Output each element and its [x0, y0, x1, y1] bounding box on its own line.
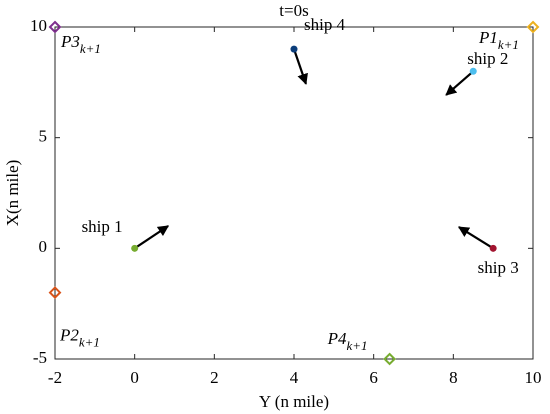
ship-label: ship 3 [478, 258, 519, 277]
heading-arrow [457, 226, 494, 250]
target-subscript: k+1 [346, 338, 367, 353]
x-axis-label: Y (n mile) [259, 392, 329, 411]
target-subscript: k+1 [79, 335, 100, 350]
y-axis-label: X(n mile) [3, 160, 22, 227]
x-tick-label: 0 [130, 368, 139, 387]
ship-label: ship 1 [82, 217, 123, 236]
target-name: P1 [478, 28, 498, 47]
x-tick-label: 10 [525, 368, 542, 387]
y-tick-label: 0 [39, 237, 48, 256]
heading-arrow [292, 48, 308, 85]
ship-label: ship 4 [304, 15, 346, 34]
x-tick-label: 4 [290, 368, 299, 387]
ship-point [131, 244, 139, 252]
target-name: P2 [59, 326, 79, 345]
y-tick-label: -5 [33, 348, 47, 367]
x-tick-label: 8 [449, 368, 458, 387]
target-label: P2k+1 [59, 326, 100, 350]
target-name: P4 [327, 329, 347, 348]
ship-point [290, 45, 298, 53]
x-tick-label: 6 [369, 368, 378, 387]
target-label: P1k+1 [478, 28, 519, 52]
ship-label: ship 2 [467, 49, 508, 68]
target-label: P3k+1 [60, 32, 101, 56]
ship-point [489, 244, 497, 252]
y-tick-label: 5 [39, 127, 48, 146]
target-point [48, 20, 62, 34]
target-point [383, 352, 397, 366]
target-subscript: k+1 [498, 37, 519, 52]
chart-title: t=0s [279, 1, 308, 20]
target-label: P4k+1 [327, 329, 368, 353]
x-tick-label: 2 [210, 368, 219, 387]
y-tick-label: 10 [30, 16, 47, 35]
target-point [526, 20, 540, 34]
target-subscript: k+1 [80, 41, 101, 56]
ship-point [469, 67, 477, 75]
heading-arrow [445, 70, 474, 96]
plot-frame [54, 26, 534, 360]
target-point [48, 286, 62, 300]
target-name: P3 [60, 32, 80, 51]
x-tick-label: -2 [48, 368, 62, 387]
heading-arrow [134, 225, 170, 250]
